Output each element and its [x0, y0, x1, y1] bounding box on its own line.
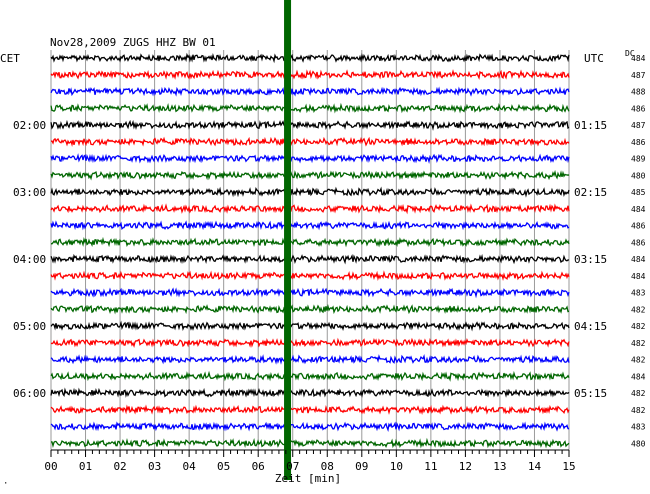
dc-value-labels: 484 487 488 486 487 486 489 480 485 484 486 486 484 4… [631, 54, 646, 448]
seismic-trace-6 [50, 136, 570, 148]
x-tick-label-12: 12 [459, 460, 472, 473]
dc-value-label: 484 [631, 372, 646, 381]
dc-value-label: 482 [631, 305, 646, 314]
left-time-label: 06:00 [13, 387, 46, 400]
x-tick-label-00: 00 [44, 460, 57, 473]
x-tick-label-01: 01 [79, 460, 92, 473]
x-tick-label-08: 08 [321, 460, 334, 473]
dc-label: DC [625, 49, 635, 58]
seismic-trace-15 [50, 287, 570, 299]
dc-value-label: 482 [631, 389, 646, 398]
dc-value-label: 484 [631, 255, 646, 264]
dc-value-label: 482 [631, 339, 646, 348]
seismic-trace-16 [50, 303, 570, 315]
right-time-label: 02:15 [574, 186, 607, 199]
left-time-label: 03:00 [13, 186, 46, 199]
dc-value-label: 482 [631, 322, 646, 331]
dc-value-label: 486 [631, 138, 646, 147]
dc-value-label: 486 [631, 238, 646, 247]
seismic-trace-2 [50, 69, 570, 80]
dc-value-label: 483 [631, 289, 646, 298]
seismic-trace-19 [50, 353, 570, 365]
right-time-label: 01:15 [574, 119, 607, 132]
chart-title: Nov28,2009 ZUGS HHZ BW 01 [50, 36, 216, 49]
seismic-trace-11 [50, 220, 570, 231]
seismic-trace-9 [50, 186, 570, 198]
x-tick-label-07: 07 [286, 460, 299, 473]
left-time-labels: 02:00 03:00 04:00 05:00 06:00 [13, 119, 46, 400]
x-tick-label-11: 11 [424, 460, 437, 473]
left-time-label: 04:00 [13, 253, 46, 266]
right-time-label: 05:15 [574, 387, 607, 400]
dc-value-label: 487 [631, 121, 646, 130]
x-tick-label-14: 14 [528, 460, 542, 473]
right-time-labels: 01:15 02:15 03:15 04:15 05:15 [574, 119, 607, 400]
x-tick-label-10: 10 [390, 460, 403, 473]
x-tick-label-09: 09 [355, 460, 368, 473]
dc-value-label: 483 [631, 423, 646, 432]
dc-value-label: 486 [631, 222, 646, 231]
x-tick-label-06: 06 [252, 460, 265, 473]
seismic-trace-4 [50, 102, 570, 114]
right-time-label: 03:15 [574, 253, 607, 266]
dc-value-label: 484 [631, 272, 646, 281]
seismic-trace-13 [50, 253, 570, 265]
left-axis-label: CET [0, 52, 20, 65]
trace-group [50, 52, 570, 449]
event-marker [284, 0, 292, 480]
x-tick-label-04: 04 [183, 460, 197, 473]
left-time-label: 05:00 [13, 320, 46, 333]
x-tick-label-03: 03 [148, 460, 161, 473]
right-axis-label: UTC [584, 52, 604, 65]
seismic-trace-24 [51, 437, 570, 449]
seismic-trace-14 [50, 270, 570, 282]
dc-value-label: 485 [631, 188, 646, 197]
seismic-trace-23 [50, 421, 570, 432]
seismic-trace-10 [50, 203, 570, 215]
corner-mark: · [3, 479, 8, 489]
time-axis: 00 01 02 03 04 05 06 07 08 09 10 11 12 13 14 15 [44, 450, 576, 473]
seismic-trace-22 [50, 404, 570, 415]
dc-value-label: 486 [631, 104, 646, 113]
dc-value-label: 482 [631, 356, 646, 365]
left-time-label: 02:00 [13, 119, 46, 132]
dc-value-label: 489 [631, 155, 646, 164]
dc-value-label: 480 [631, 171, 646, 180]
seismic-trace-17 [50, 320, 570, 332]
seismic-trace-7 [50, 153, 570, 164]
dc-value-label: 488 [631, 88, 646, 97]
seismic-trace-18 [50, 337, 570, 349]
x-tick-label-02: 02 [113, 460, 126, 473]
dc-value-label: 487 [631, 71, 646, 80]
dc-value-label: 484 [631, 54, 646, 63]
seismic-trace-1 [50, 52, 570, 64]
x-tick-label-15: 15 [562, 460, 575, 473]
seismic-trace-3 [50, 86, 570, 97]
seismic-trace-20 [50, 370, 570, 382]
dc-value-label: 484 [631, 205, 646, 214]
seismic-trace-5 [50, 119, 570, 131]
seismic-trace-21 [50, 387, 570, 398]
right-time-label: 04:15 [574, 320, 607, 333]
dc-value-label: 480 [631, 439, 646, 448]
seismic-trace-12 [50, 236, 570, 248]
dc-value-label: 482 [631, 406, 646, 415]
seismic-trace-8 [50, 169, 570, 181]
x-tick-label-05: 05 [217, 460, 230, 473]
grid-lines [50, 50, 570, 451]
x-axis-label: Zeit [min] [275, 472, 341, 485]
x-tick-label-13: 13 [493, 460, 506, 473]
event-marker-group [284, 0, 292, 480]
